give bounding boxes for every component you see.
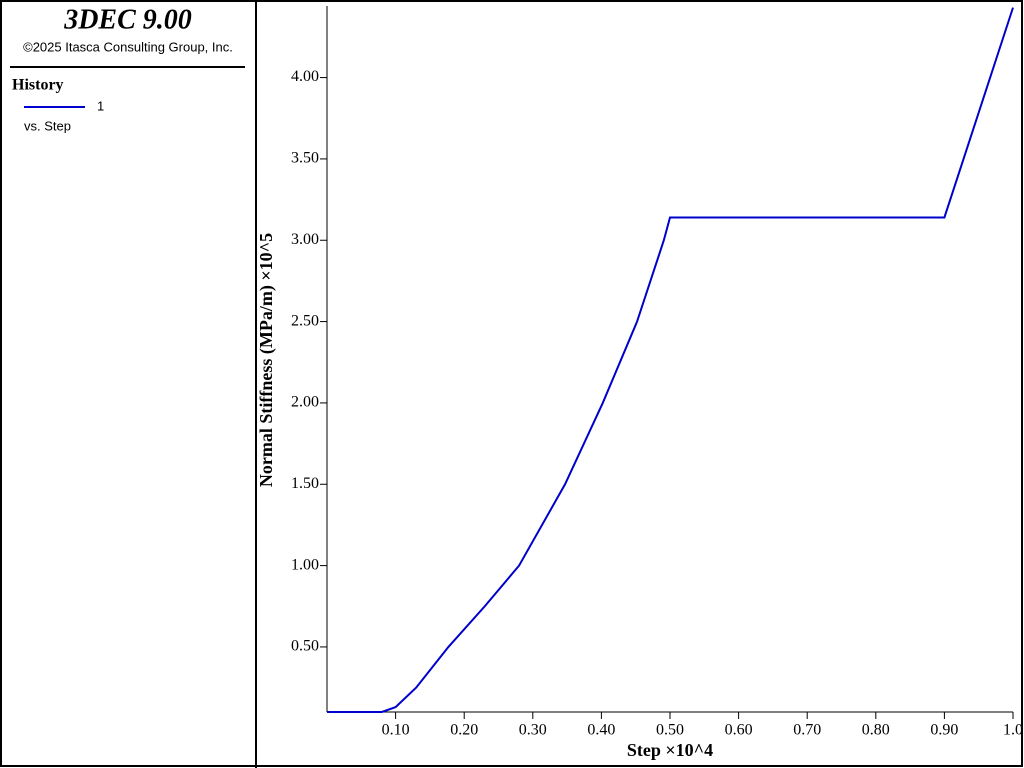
x-tick-label: 0.30	[519, 722, 547, 739]
legend-subtitle: vs. Step	[24, 118, 71, 133]
app-title: 3DEC 9.00	[63, 4, 192, 35]
series-line	[327, 7, 1014, 713]
y-tick-label: 1.50	[291, 475, 319, 492]
y-axis-label: Normal Stiffness (MPa/m) ×10^5	[256, 233, 277, 487]
y-tick-label: 0.50	[291, 638, 319, 655]
legend-title: History	[12, 77, 64, 94]
x-tick-label: 0.50	[656, 722, 684, 739]
x-tick-label: 0.40	[587, 722, 615, 739]
y-tick-label: 2.00	[291, 394, 319, 411]
y-tick-label: 1.00	[291, 556, 319, 573]
x-tick-label: 0.80	[862, 722, 890, 739]
legend-label: 1	[97, 98, 104, 113]
y-tick-label: 3.50	[291, 150, 319, 167]
x-tick-label: 1.0	[1003, 722, 1023, 739]
x-tick-label: 0.70	[793, 722, 821, 739]
x-tick-label: 0.60	[725, 722, 753, 739]
y-tick-label: 3.00	[291, 231, 319, 248]
x-tick-label: 0.20	[450, 722, 478, 739]
copyright: ©2025 Itasca Consulting Group, Inc.	[23, 39, 233, 54]
x-tick-label: 0.10	[382, 722, 410, 739]
x-tick-label: 0.90	[930, 722, 958, 739]
plot: 0.50 1.00 1.50 2.00 2.50 3.00 3.50 4.00 0.10 0.20…	[291, 6, 1023, 739]
y-tick-label: 4.00	[291, 68, 319, 85]
y-tick-label: 2.50	[291, 312, 319, 329]
x-axis-label: Step ×10^4	[627, 740, 713, 760]
